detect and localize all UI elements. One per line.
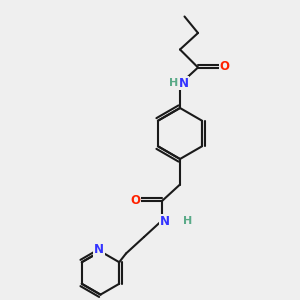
Text: O: O	[219, 60, 230, 74]
Text: N: N	[94, 243, 104, 256]
Text: O: O	[130, 194, 140, 207]
Text: H: H	[169, 78, 178, 88]
Text: N: N	[160, 214, 170, 228]
Text: H: H	[183, 216, 192, 226]
Text: N: N	[178, 77, 189, 90]
